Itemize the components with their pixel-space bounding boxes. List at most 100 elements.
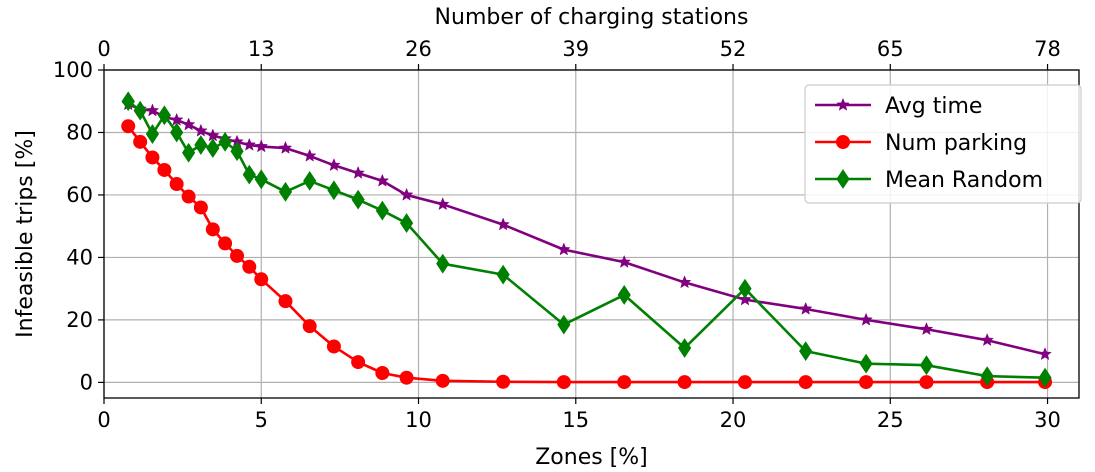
top-x-tick-label: 52 [720,37,747,61]
x-tick-label: 30 [1034,408,1061,432]
data-point [919,355,934,376]
legend: Avg time Num parking Mean Random [804,84,1082,204]
data-point [303,170,317,191]
y-tick-label: 20 [66,308,93,332]
data-point [1038,347,1052,361]
y-tick-label: 60 [66,183,93,207]
y-tick-label: 80 [66,120,93,144]
data-point [1038,367,1052,388]
top-x-tick-label: 26 [405,37,432,61]
data-point [218,131,232,152]
data-point [859,375,874,390]
x-tick-label: 25 [877,408,904,432]
data-point [254,139,269,153]
legend-label: Avg time [885,94,982,119]
x-tick-label: 5 [255,408,268,432]
data-point [557,314,571,335]
data-point [496,264,510,285]
data-point [496,217,510,231]
x-tick-label: 20 [720,408,747,432]
plot-series [121,91,1053,390]
data-point [351,355,366,370]
y-tick-label: 40 [66,245,93,269]
y-tick-label: 100 [53,58,93,82]
data-point [145,150,160,165]
data-point [919,322,934,336]
data-point [133,134,148,149]
data-point [121,119,136,134]
data-point [218,236,233,251]
data-point [230,248,245,263]
series-avg-time [121,97,1052,361]
data-point [799,341,813,362]
data-point [617,285,631,305]
legend-marker [836,169,850,189]
data-point [254,169,268,190]
data-point [677,275,692,289]
data-point [919,375,934,390]
data-point [351,165,365,179]
data-point [169,177,184,192]
data-point [738,292,752,306]
data-point [556,375,571,390]
top-x-tick-label: 78 [1034,37,1061,61]
data-point [556,242,571,256]
data-point [798,375,813,390]
data-point [435,197,450,211]
data-point [980,333,994,347]
data-point [206,138,220,158]
data-point [194,123,208,137]
data-point [254,272,269,287]
data-point [242,164,256,185]
data-point [193,200,208,215]
data-point [617,254,632,268]
data-point [157,105,171,126]
data-point [435,373,450,388]
top-x-axis-title: Number of charging stations [435,5,749,30]
data-point [980,366,994,387]
data-point [230,141,244,162]
data-point [205,222,220,237]
data-point [242,137,257,151]
data-point [375,200,389,221]
x-tick-label: 10 [405,408,432,432]
y-tick-label: 0 [80,370,93,394]
data-point [436,253,450,274]
data-point [399,370,414,385]
data-point [617,375,632,390]
data-point [677,375,692,390]
x-tick-label: 15 [562,408,589,432]
data-point [737,375,752,390]
top-x-tick-label: 39 [562,37,589,61]
legend-box [804,84,1082,204]
data-point [859,353,873,374]
data-point [278,140,293,154]
data-point [326,339,341,354]
data-point [375,173,390,187]
data-point [677,338,692,358]
data-point [181,189,196,204]
data-point [157,162,172,177]
data-point [375,366,390,381]
data-point [181,117,196,131]
data-point [738,278,752,299]
x-axis-title: Zones [%] [535,445,648,470]
legend-marker [836,135,850,149]
data-point [145,103,160,117]
data-point [302,319,317,334]
data-point [327,180,341,201]
series-mean-random [121,91,1052,388]
data-point [170,122,184,143]
data-point [798,301,813,315]
data-point [859,312,873,326]
data-point [399,187,414,201]
legend-marker [836,97,850,111]
y-axis-title: Infeasible trips [%] [13,130,38,338]
data-point [302,148,317,162]
data-point [399,213,414,233]
data-point [351,189,365,210]
legend-label: Mean Random [885,168,1043,193]
x-tick-label: 0 [97,408,110,432]
data-point [278,294,293,309]
